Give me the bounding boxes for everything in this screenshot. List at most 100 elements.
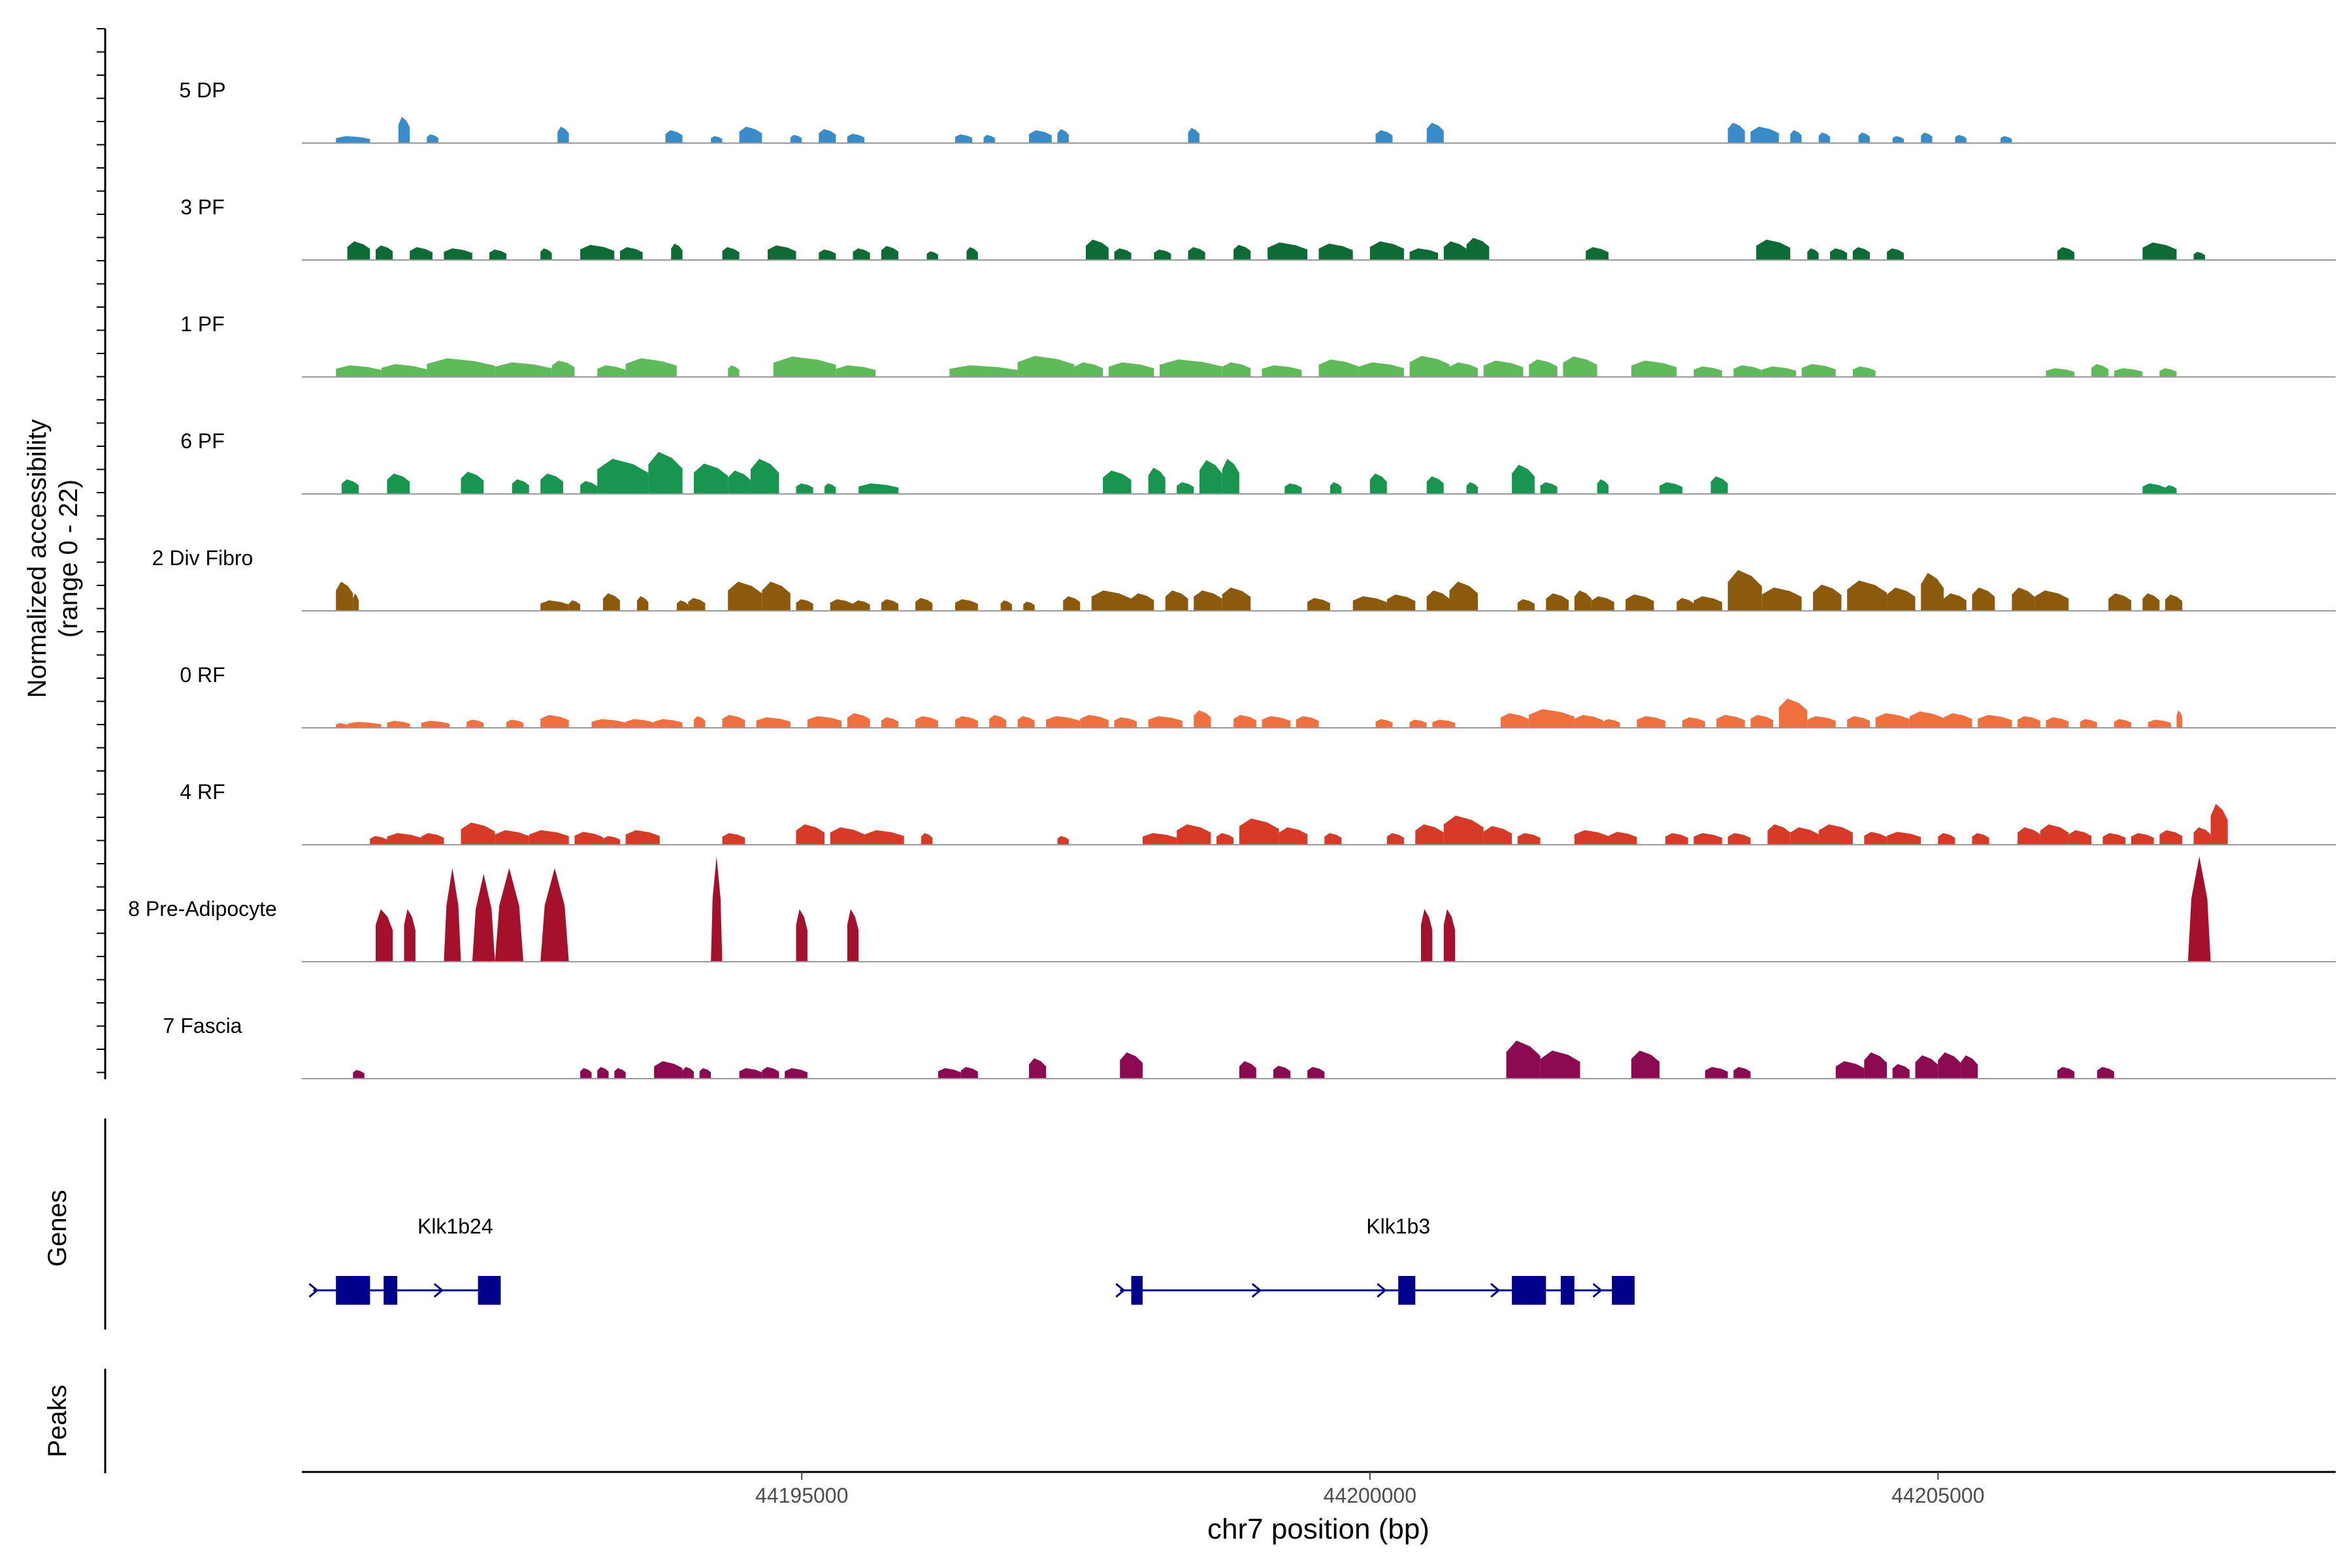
coverage-peak [1972,587,1995,611]
coverage-peak [762,581,791,611]
coverage-peak [921,833,933,845]
coverage-peak [1767,824,1791,845]
coverage-peak [2148,719,2171,728]
track-label: 3 PF [180,195,225,219]
coverage-peak [597,1067,609,1079]
coverage-peak [1029,130,1052,143]
coverage-peak [711,856,723,962]
coverage-peak [1103,470,1132,494]
track-6-pf: 6 PF [180,429,2336,495]
gene-label: Klk1b3 [1366,1215,1430,1238]
coverage-peak [387,833,421,845]
coverage-peak [989,715,1007,728]
coverage-peak [1057,836,1069,845]
coverage-peak [1847,580,1887,611]
coverage-peak [472,874,495,962]
coverage-peak [597,459,649,494]
track-label: 7 Fascia [163,1014,242,1037]
coverage-peak [1114,717,1137,728]
coverage-peak [1727,122,1745,143]
coverage-peak [1233,715,1256,728]
coverage-peak [1637,716,1665,728]
coverage-peak [790,135,802,143]
coverage-peak [1961,1055,1978,1079]
coverage-peak [625,830,660,845]
coverage-peak [1847,716,1870,728]
coverage-peak [847,133,864,143]
coverage-peak [1120,1052,1143,1079]
coverage-peak [602,836,620,845]
coverage-peak [853,600,870,611]
coverage-peak [694,463,728,494]
coverage-peak [955,134,973,143]
coverage-peak [665,130,683,143]
coverage-peak [336,581,353,611]
coverage-peak [1057,129,1069,143]
track-4-rf: 4 RF [180,780,2336,845]
coverage-peak [1466,238,1490,260]
coverage-peak [540,868,569,962]
coverage-peak [602,593,620,611]
coverage-peak [853,248,870,260]
coverage-peak [1750,126,1779,143]
coverage-peak [1801,364,1836,377]
coverage-peak [1750,715,1774,728]
coverage-peak [1046,716,1081,728]
coverage-peak [1188,247,1205,260]
coverage-peak [2165,485,2177,494]
coverage-peak [461,823,495,845]
coverage-peak [1864,832,1887,845]
coverage-peak [768,245,796,260]
coverage-peak [2114,368,2143,377]
coverage-peak [1483,360,1524,377]
coverage-peak [955,599,978,611]
coverage-peak [1409,719,1427,728]
coverage-peak [619,247,643,260]
coverage-peak [597,365,626,377]
coverage-peak [1716,715,1745,728]
coverage-peak [591,719,626,728]
coverage-peak [466,719,484,728]
x-axis-ticks: 44195000 44200000 44205000 [755,1472,1984,1507]
coverage-peak [1318,243,1353,260]
coverage-peak [1830,248,1848,260]
track-label: 5 DP [179,78,225,102]
coverage-peak [1546,593,1569,611]
coverage-peak [796,909,808,962]
coverage-peak [1807,248,1819,260]
coverage-peak [1864,1052,1887,1079]
coverage-peak [1506,1040,1541,1079]
coverage-peak [1512,465,1535,494]
coverage-peak [1330,482,1342,494]
coverage-peak [353,593,359,611]
track-1-pf: 1 PF [180,312,2336,378]
coverage-peak [1807,716,1836,728]
coverage-peak [427,134,438,143]
coverage-peak [1296,716,1319,728]
coverage-peak [1409,248,1439,260]
coverage-peak [387,473,410,494]
coverage-peak [1955,135,1967,143]
coverage-peak [1835,1061,1865,1079]
coverage-peak [2142,593,2160,611]
coverage-peak [2034,590,2069,611]
coverage-peak [574,832,603,845]
coverage-peak [398,116,410,143]
coverage-peak [2001,136,2012,143]
coverage-peak [654,719,683,728]
coverage-peak [955,716,978,728]
coverage-peak [2193,252,2205,260]
coverage-peak [1852,366,1876,377]
coverage-peak [1591,596,1614,611]
coverage-peak [2102,833,2126,845]
coverage-peak [2159,368,2177,377]
gene-exon [478,1276,501,1305]
coverage-peak [676,600,689,611]
x-tick-label: 44205000 [1891,1484,1984,1507]
coverage-peak [722,715,745,728]
coverage-peak [1586,247,1609,260]
coverage-peak [427,358,495,377]
coverage-peak [1609,832,1637,845]
coverage-peak [1909,711,1944,728]
coverage-peak [540,248,552,260]
